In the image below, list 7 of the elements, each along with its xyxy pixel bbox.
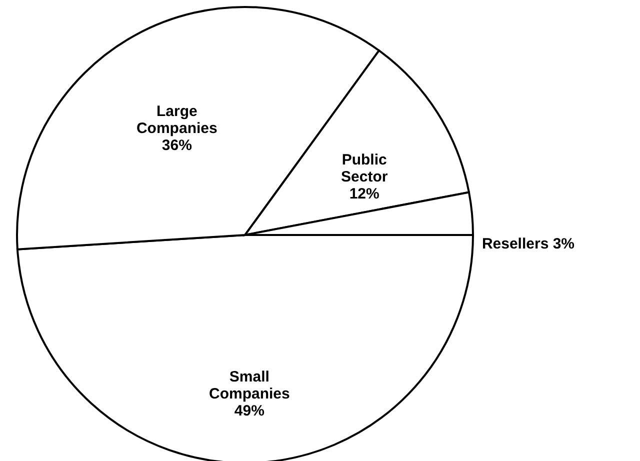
data-label: 49% (234, 402, 264, 420)
slice-label: Public Sector (341, 151, 388, 186)
data-label: 36% (162, 137, 192, 154)
slice-label: Small Companies (209, 368, 290, 402)
data-label: 12% (349, 185, 380, 202)
slice-label: Large Companies (136, 103, 218, 138)
slice-label: Resellers 3% (482, 235, 575, 252)
